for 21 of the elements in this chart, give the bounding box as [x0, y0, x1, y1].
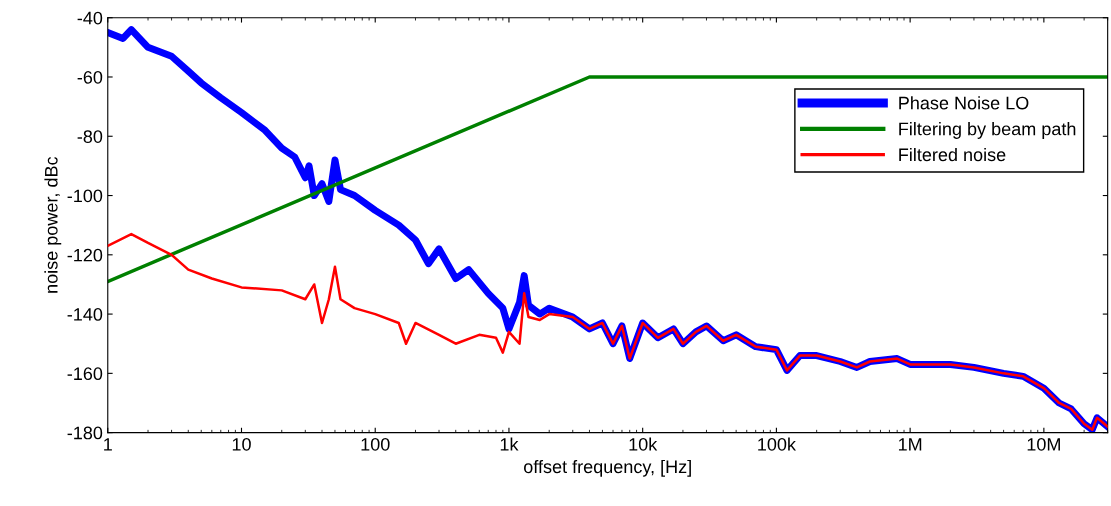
x-tick-label: 1k [500, 437, 519, 451]
legend-label: Phase Noise LO [899, 96, 1029, 110]
y-tick-label: -140 [67, 308, 103, 321]
y-axis-title: noise power, dBc [44, 156, 62, 293]
x-tick-label: 1M [898, 438, 922, 451]
legend-label: Filtering by beam path [899, 122, 1076, 139]
y-tick-label: -120 [67, 248, 103, 262]
y-tick-label: -100 [67, 189, 103, 203]
x-tick-label: 10 [232, 437, 251, 451]
x-tick-label: 100k [758, 437, 797, 451]
y-tick-label: -80 [77, 130, 103, 143]
y-tick-label: -180 [67, 426, 103, 440]
y-tick-label: -160 [67, 367, 103, 381]
legend-label: Filtered noise [899, 147, 1006, 162]
x-tick-label: 1 [104, 438, 112, 451]
x-tick-label: 10k [629, 437, 658, 451]
x-tick-label: 10M [1027, 437, 1060, 451]
x-tick-label: 100 [361, 437, 390, 451]
x-axis-title: offset frequency, [Hz] [524, 459, 691, 477]
y-tick-label: -40 [77, 11, 103, 25]
y-tick-label: -60 [77, 70, 103, 84]
